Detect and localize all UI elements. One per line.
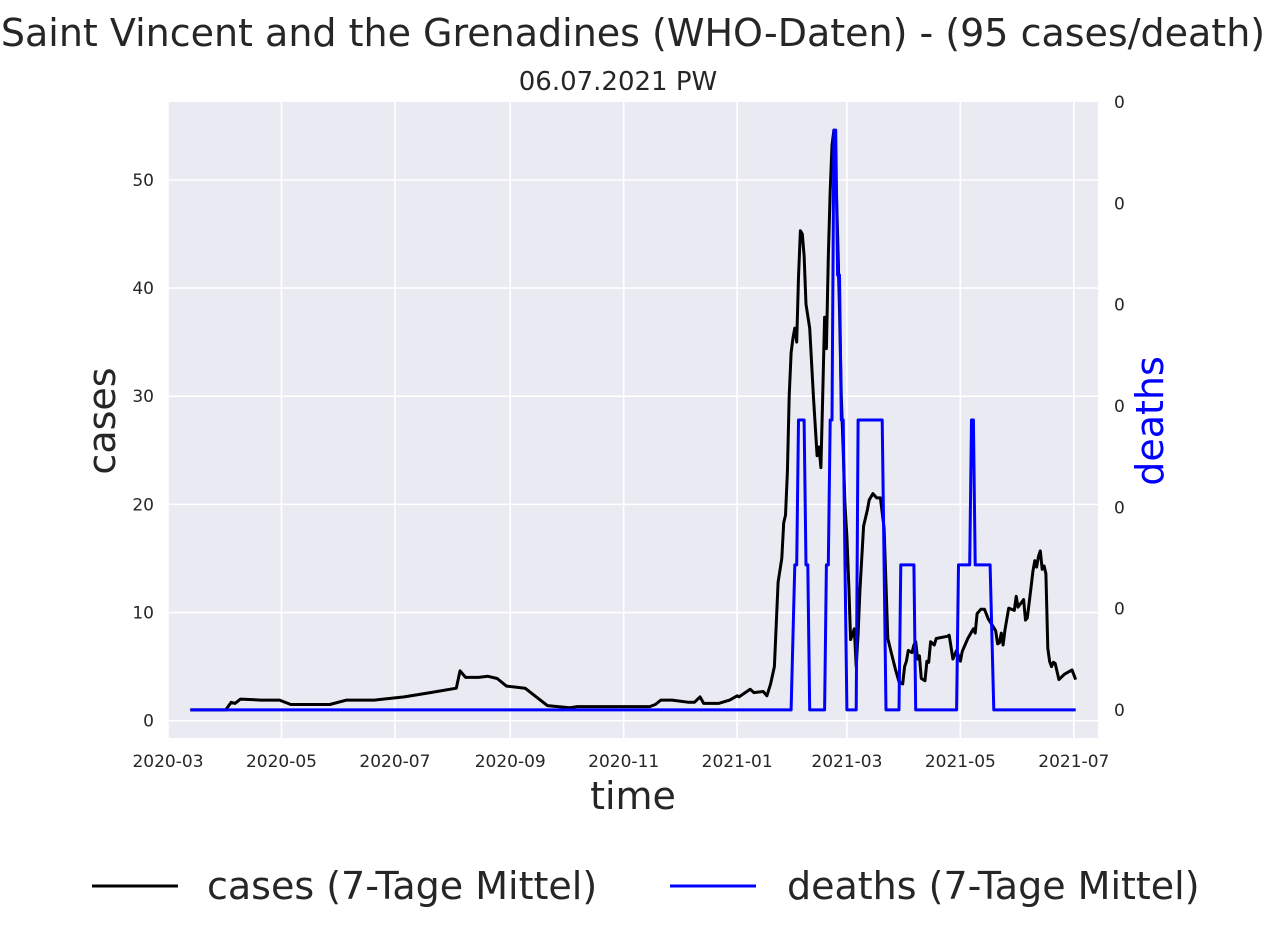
x-tick-label: 2020-07 bbox=[359, 752, 430, 772]
y-tick-label: 40 bbox=[132, 279, 154, 299]
series-line-deaths bbox=[190, 128, 1076, 712]
x-tick-label: 2020-05 bbox=[246, 752, 317, 772]
grid-lines bbox=[167, 102, 1098, 738]
x-tick-label: 2021-05 bbox=[925, 752, 996, 772]
y-right-tick-label: 0 bbox=[1114, 498, 1125, 518]
y-tick-label: 20 bbox=[132, 495, 154, 515]
y-right-tick-label: 0 bbox=[1114, 194, 1125, 214]
x-ticks: 2020-03 2020-05 2020-07 2020-09 2020-11 2021-… bbox=[132, 752, 1109, 772]
y-tick-label: 30 bbox=[132, 387, 154, 407]
y-right-tick-label: 0 bbox=[1114, 296, 1125, 316]
y-tick-label: 50 bbox=[132, 171, 154, 191]
x-tick-label: 2020-11 bbox=[588, 752, 659, 772]
y-tick-label: 10 bbox=[132, 604, 154, 624]
chart-subtitle: 06.07.2021 PW bbox=[519, 67, 718, 97]
legend-label-deaths: deaths (7-Tage Mittel) bbox=[787, 864, 1200, 908]
y-right-axis-label: deaths bbox=[1128, 356, 1172, 486]
y-ticks: 0 10 20 30 40 50 bbox=[132, 171, 154, 732]
y-right-tick-label: 0 bbox=[1114, 397, 1125, 417]
series-line-cases bbox=[190, 128, 1078, 712]
y-right-tick-label: 0 bbox=[1114, 93, 1125, 113]
x-tick-label: 2021-01 bbox=[702, 752, 773, 772]
x-axis-label: time bbox=[590, 774, 676, 818]
x-tick-label: 2021-07 bbox=[1038, 752, 1109, 772]
y-right-tick-label: 0 bbox=[1114, 701, 1125, 721]
legend-label-cases: cases (7-Tage Mittel) bbox=[207, 864, 597, 908]
y-tick-label: 0 bbox=[143, 712, 154, 732]
y-right-tick-label: 0 bbox=[1114, 600, 1125, 620]
y-right-ticks: 0 0 0 0 0 0 0 bbox=[1114, 93, 1125, 721]
x-tick-label: 2020-03 bbox=[132, 752, 203, 772]
chart-title: Saint Vincent and the Grenadines (WHO-Da… bbox=[1, 11, 1265, 55]
legend: cases (7-Tage Mittel) deaths (7-Tage Mit… bbox=[92, 864, 1200, 908]
series-lines bbox=[190, 128, 1078, 712]
x-tick-label: 2021-03 bbox=[811, 752, 882, 772]
plot-area bbox=[168, 102, 1098, 738]
y-axis-label: cases bbox=[80, 367, 124, 474]
x-tick-label: 2020-09 bbox=[475, 752, 546, 772]
